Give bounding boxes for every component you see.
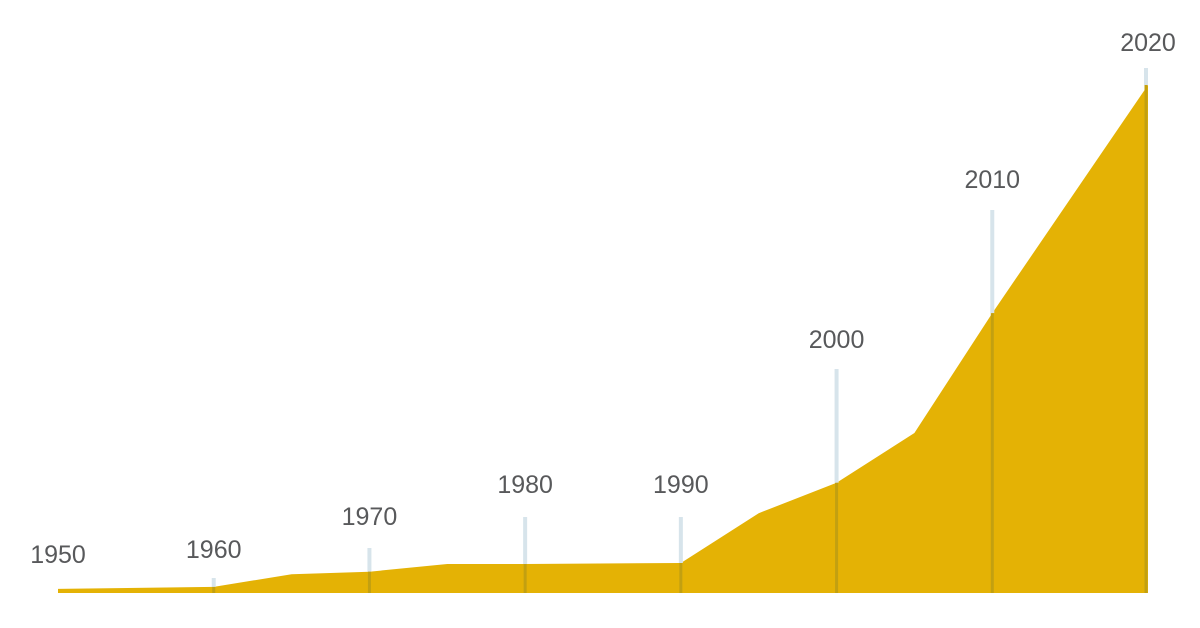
decade-label-1990: 1990 [653, 471, 709, 499]
decade-label-2010: 2010 [964, 166, 1020, 194]
area-shape [58, 85, 1148, 593]
decade-label-2020: 2020 [1120, 29, 1176, 57]
decade-label-1960: 1960 [186, 536, 242, 564]
decade-label-1980: 1980 [497, 471, 553, 499]
decade-label-1970: 1970 [342, 503, 398, 531]
decade-label-2000: 2000 [809, 326, 865, 354]
decade-label-1950: 1950 [30, 541, 86, 569]
